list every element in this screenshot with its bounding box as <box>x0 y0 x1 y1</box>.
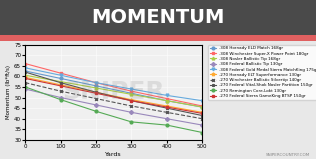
.308 Nosler Ballistic Tip 168gr <box>23 74 27 76</box>
Line: .308 Winchester Super-X Power Point 180gr: .308 Winchester Super-X Power Point 180g… <box>24 62 204 107</box>
.308 Federal Gold Medal Sierra MatchKing 175gr <box>165 94 169 96</box>
Line: .308 Nosler Ballistic Tip 168gr: .308 Nosler Ballistic Tip 168gr <box>24 74 204 108</box>
Line: .308 Federal Ballistic Tip 130gr: .308 Federal Ballistic Tip 130gr <box>24 88 204 126</box>
.308 Winchester Super-X Power Point 180gr <box>59 72 63 74</box>
Y-axis label: Momentum (lb*ft/s): Momentum (lb*ft/s) <box>6 65 11 119</box>
.270 Winchester Ballistic Silvertip 140gr <box>130 105 133 107</box>
.270 Remington Core-Lokt 130gr <box>130 121 133 123</box>
.270 Federal Vital-Shok Nosler Partition 150gr <box>165 107 169 109</box>
Line: .308 Hornady ELD Match 168gr: .308 Hornady ELD Match 168gr <box>24 70 204 108</box>
.308 Winchester Super-X Power Point 180gr <box>94 82 98 84</box>
Line: .270 Federal Vital-Shok Nosler Partition 150gr: .270 Federal Vital-Shok Nosler Partition… <box>24 71 204 117</box>
.270 Winchester Ballistic Silvertip 140gr <box>165 111 169 113</box>
.308 Hornady ELD Match 168gr <box>23 70 27 72</box>
.270 Federal Sierra GameKing BTSP 150gr <box>23 77 27 79</box>
.308 Federal Gold Medal Sierra MatchKing 175gr <box>94 82 98 84</box>
Text: SNIPER: SNIPER <box>63 80 165 104</box>
Line: .270 Remington Core-Lokt 130gr: .270 Remington Core-Lokt 130gr <box>24 86 204 134</box>
.308 Winchester Super-X Power Point 180gr <box>23 63 27 65</box>
.308 Winchester Super-X Power Point 180gr <box>165 98 169 100</box>
Text: SNIPERCOUNTRY.COM: SNIPERCOUNTRY.COM <box>265 153 310 157</box>
.270 Hornady ELT Superformance 130gr <box>94 91 98 93</box>
X-axis label: Yards: Yards <box>106 152 122 157</box>
.308 Federal Ballistic Tip 130gr <box>94 104 98 106</box>
.308 Hornady ELD Match 168gr <box>59 77 63 79</box>
.270 Remington Core-Lokt 130gr <box>165 124 169 126</box>
Line: .270 Federal Sierra GameKing BTSP 150gr: .270 Federal Sierra GameKing BTSP 150gr <box>24 77 204 115</box>
.270 Remington Core-Lokt 130gr <box>94 110 98 112</box>
.270 Hornady ELT Superformance 130gr <box>23 76 27 78</box>
.308 Hornady ELD Match 168gr <box>94 85 98 87</box>
.270 Hornady ELT Superformance 130gr <box>130 99 133 101</box>
.270 Hornady ELT Superformance 130gr <box>59 84 63 86</box>
.308 Hornady ELD Match 168gr <box>165 100 169 102</box>
.270 Federal Vital-Shok Nosler Partition 150gr <box>200 115 204 117</box>
.308 Federal Gold Medal Sierra MatchKing 175gr <box>200 100 204 102</box>
.270 Federal Sierra GameKing BTSP 150gr <box>200 112 204 114</box>
.308 Federal Ballistic Tip 130gr <box>165 118 169 120</box>
Text: MOMENTUM: MOMENTUM <box>91 8 225 27</box>
.308 Federal Gold Medal Sierra MatchKing 175gr <box>59 74 63 76</box>
.308 Winchester Super-X Power Point 180gr <box>130 90 133 92</box>
.308 Federal Gold Medal Sierra MatchKing 175gr <box>23 67 27 69</box>
.270 Hornady ELT Superformance 130gr <box>165 105 169 107</box>
.270 Federal Sierra GameKing BTSP 150gr <box>165 106 169 108</box>
.270 Federal Sierra GameKing BTSP 150gr <box>59 85 63 87</box>
.308 Winchester Super-X Power Point 180gr <box>200 105 204 107</box>
Line: .270 Hornady ELT Superformance 130gr: .270 Hornady ELT Superformance 130gr <box>24 76 204 114</box>
.308 Federal Ballistic Tip 130gr <box>23 88 27 90</box>
.270 Winchester Ballistic Silvertip 140gr <box>94 98 98 100</box>
.270 Winchester Ballistic Silvertip 140gr <box>200 118 204 120</box>
Line: .270 Winchester Ballistic Silvertip 140gr: .270 Winchester Ballistic Silvertip 140g… <box>24 81 204 120</box>
.270 Federal Vital-Shok Nosler Partition 150gr <box>23 71 27 73</box>
.308 Nosler Ballistic Tip 168gr <box>200 106 204 108</box>
.270 Federal Vital-Shok Nosler Partition 150gr <box>130 100 133 102</box>
.270 Remington Core-Lokt 130gr <box>23 86 27 88</box>
.270 Winchester Ballistic Silvertip 140gr <box>23 82 27 84</box>
.308 Nosler Ballistic Tip 168gr <box>130 93 133 95</box>
.308 Federal Ballistic Tip 130gr <box>130 111 133 113</box>
.308 Hornady ELD Match 168gr <box>130 92 133 94</box>
.270 Winchester Ballistic Silvertip 140gr <box>59 90 63 92</box>
.270 Federal Sierra GameKing BTSP 150gr <box>130 100 133 102</box>
.308 Federal Gold Medal Sierra MatchKing 175gr <box>130 88 133 90</box>
.308 Nosler Ballistic Tip 168gr <box>59 81 63 83</box>
.308 Federal Ballistic Tip 130gr <box>200 124 204 126</box>
.308 Federal Ballistic Tip 130gr <box>59 97 63 98</box>
.270 Federal Vital-Shok Nosler Partition 150gr <box>59 82 63 84</box>
.270 Hornady ELT Superformance 130gr <box>200 111 204 113</box>
.270 Remington Core-Lokt 130gr <box>59 99 63 101</box>
Line: .308 Federal Gold Medal Sierra MatchKing 175gr: .308 Federal Gold Medal Sierra MatchKing… <box>24 66 204 102</box>
.270 Remington Core-Lokt 130gr <box>200 131 204 133</box>
.308 Nosler Ballistic Tip 168gr <box>94 87 98 89</box>
.308 Nosler Ballistic Tip 168gr <box>165 100 169 102</box>
.270 Federal Vital-Shok Nosler Partition 150gr <box>94 91 98 93</box>
.308 Hornady ELD Match 168gr <box>200 106 204 108</box>
Legend: .308 Hornady ELD Match 168gr, .308 Winchester Super-X Power Point 180gr, .308 No: .308 Hornady ELD Match 168gr, .308 Winch… <box>208 45 316 100</box>
.270 Federal Sierra GameKing BTSP 150gr <box>94 92 98 94</box>
